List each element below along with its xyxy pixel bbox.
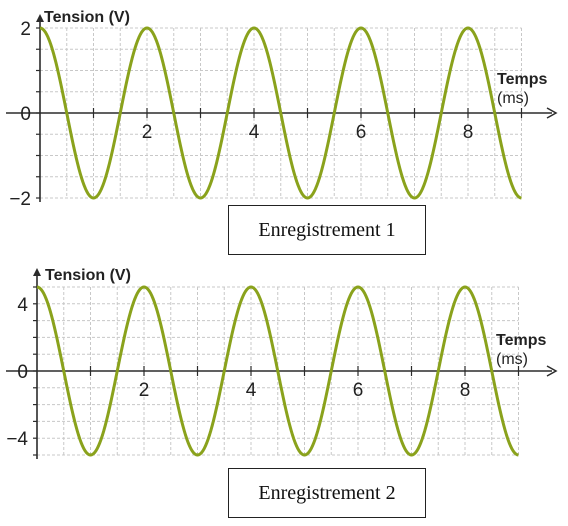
x-axis-title: Temps [496,332,546,349]
x-tick-label: 4 [249,122,260,143]
x-tick-label: 2 [139,380,150,401]
signal-curve [36,285,519,457]
caption-enregistrement-1: Enregistrement 1 [228,205,426,255]
x-tick-label: 8 [460,380,471,401]
x-tick-label: 4 [246,380,257,401]
x-axis-title: Temps [497,71,547,88]
signal-curve [39,26,522,200]
y-tick-label: 2 [20,19,31,40]
y-tick-label: 4 [17,295,28,316]
x-tick-label: 8 [463,122,474,143]
y-tick-label: 0 [17,362,28,383]
x-tick-label: 6 [353,380,364,401]
y-axis-title: Tension (V) [44,9,130,26]
y-tick-label: 0 [20,104,31,125]
x-axis-unit: (ms) [496,351,528,368]
y-tick-label: −4 [6,429,28,450]
x-axis-unit: (ms) [497,90,529,107]
y-tick-label: −2 [9,189,31,210]
chart-enregistrement-1: 2 4 6 8 2 0 −2 Tension (V) Temps (ms) [6,9,558,210]
y-axis-arrow [36,14,44,22]
x-axis-arrow [546,107,558,119]
x-tick-label: 2 [142,122,153,143]
caption-enregistrement-2: Enregistrement 2 [228,468,426,518]
x-tick-label: 6 [356,122,367,143]
y-axis-title: Tension (V) [45,267,131,284]
x-axis-arrow [546,365,558,377]
y-axis-arrow [33,268,41,276]
chart-enregistrement-2: 2 4 6 8 4 0 −4 Tension (V) Temps (ms) [6,267,558,459]
